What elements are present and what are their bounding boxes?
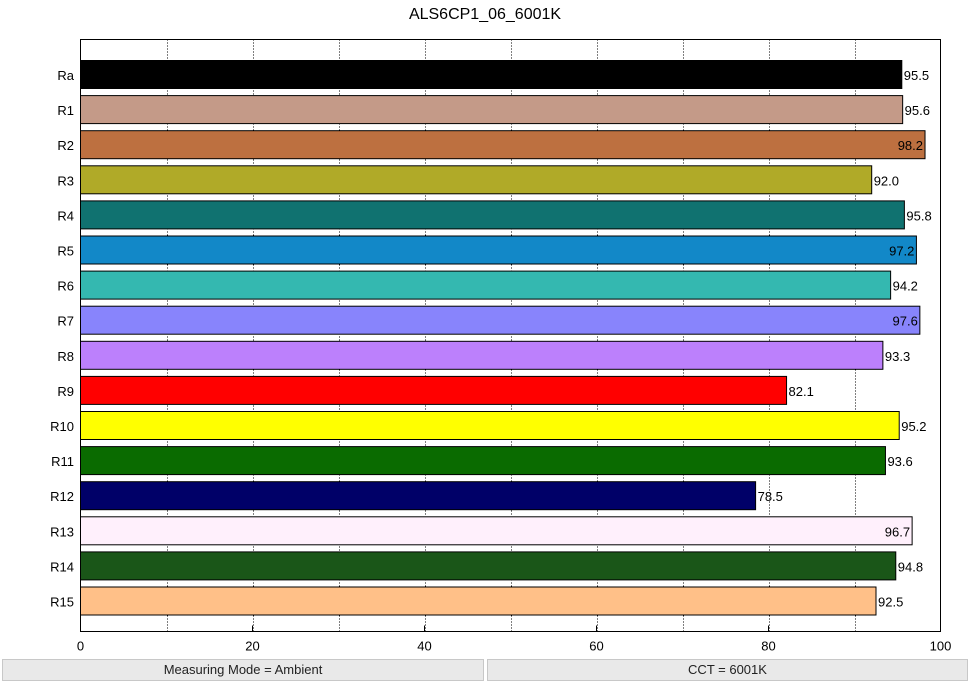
category-label-r1: R1 <box>57 103 74 118</box>
bar-r11 <box>80 446 886 476</box>
value-label-r15: 92.5 <box>878 595 903 610</box>
x-tick-label-40: 40 <box>417 639 431 654</box>
value-label-r6: 94.2 <box>893 279 918 294</box>
category-label-r13: R13 <box>50 524 74 539</box>
x-tick-label-100: 100 <box>930 639 952 654</box>
bar-r12 <box>80 481 757 511</box>
value-label-r5: 97.2 <box>889 244 914 259</box>
category-label-r9: R9 <box>57 384 74 399</box>
category-label-r7: R7 <box>57 314 74 329</box>
bar-r3 <box>80 165 873 195</box>
value-label-r8: 93.3 <box>885 349 910 364</box>
x-axis-ticks: 0 20 40 60 80 100 <box>77 625 952 654</box>
category-label-r3: R3 <box>57 173 74 188</box>
x-tick-label-60: 60 <box>589 639 603 654</box>
category-label-r10: R10 <box>50 419 74 434</box>
bar-r8 <box>80 340 884 370</box>
bar-r10 <box>80 411 900 440</box>
value-label-r14: 94.8 <box>898 559 923 574</box>
bar-r6 <box>80 270 892 300</box>
plot-frame <box>80 39 941 632</box>
value-label-r1: 95.6 <box>905 103 930 118</box>
value-label-r11: 93.6 <box>887 454 912 469</box>
value-label-ra: 95.5 <box>904 68 929 83</box>
status-cct: CCT = 6001K <box>487 659 968 681</box>
value-label-r9: 82.1 <box>789 384 814 399</box>
value-label-r4: 95.8 <box>906 208 931 223</box>
category-label-r8: R8 <box>57 349 74 364</box>
bar-r9 <box>80 375 788 405</box>
x-tick-label-20: 20 <box>245 639 259 654</box>
category-label-r5: R5 <box>57 244 74 259</box>
bars <box>80 60 926 616</box>
value-label-r3: 92.0 <box>874 173 899 188</box>
bar-r2 <box>80 130 926 160</box>
bar-r15 <box>80 586 877 616</box>
bar-r13 <box>80 516 913 546</box>
bar-r7 <box>80 305 921 335</box>
value-labels: 95.5 95.6 98.2 92.0 95.8 97.2 94.2 97.6 93.3 82.1… <box>758 68 932 610</box>
status-measuring-mode: Measuring Mode = Ambient <box>2 659 484 681</box>
category-label-r11: R11 <box>51 454 74 469</box>
value-label-r13: 96.7 <box>885 524 910 539</box>
category-label-r14: R14 <box>50 559 74 574</box>
value-label-r12: 78.5 <box>758 489 783 504</box>
x-tick-label-80: 80 <box>761 639 775 654</box>
bar-ra <box>80 60 903 89</box>
category-label-r2: R2 <box>57 138 74 153</box>
category-label-r12: R12 <box>50 489 74 504</box>
value-label-r7: 97.6 <box>893 314 918 329</box>
value-label-r10: 95.2 <box>901 419 926 434</box>
bar-r14 <box>80 551 897 581</box>
category-label-r4: R4 <box>57 208 74 223</box>
bar-r1 <box>80 95 904 125</box>
x-tick-label-0: 0 <box>77 639 84 654</box>
category-labels: Ra R1 R2 R3 R4 R5 R6 R7 R8 R9 R10 R11 R12 R13 R14 R15 <box>50 68 75 610</box>
category-label-r15: R15 <box>50 595 74 610</box>
category-label-ra: Ra <box>57 68 74 83</box>
chart-title: ALS6CP1_06_6001K <box>408 6 562 23</box>
bar-r4 <box>80 200 905 230</box>
value-label-r2: 98.2 <box>898 138 923 153</box>
category-label-r6: R6 <box>57 279 74 294</box>
bar-r5 <box>80 235 917 265</box>
